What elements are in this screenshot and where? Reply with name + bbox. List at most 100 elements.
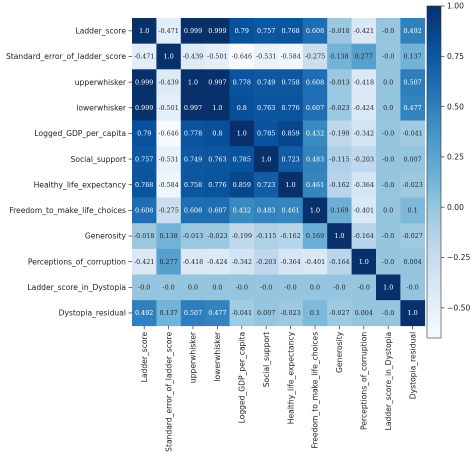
heatmap-cell-5-9 — [351, 146, 377, 173]
cell-value-label: 1.0 — [334, 232, 344, 240]
cell-value-label: -0.342 — [232, 258, 252, 266]
heatmap-cell-11-9 — [351, 300, 377, 327]
heatmap-cell-8-7 — [302, 223, 328, 250]
column-label-generosity: Generosity — [335, 331, 344, 373]
cell-value-label: 0.999 — [184, 27, 202, 35]
cell-value-label: 0.483 — [306, 155, 324, 163]
cell-value-label: 0.277 — [159, 258, 177, 266]
heatmap-cell-5-1 — [156, 146, 182, 173]
cell-value-label: 0.785 — [257, 130, 275, 138]
heatmap-cell-4-0 — [132, 120, 157, 147]
cell-value-label: 0.768 — [135, 181, 153, 189]
heatmap-cell-2-3 — [205, 69, 230, 96]
heatmap-cell-2-5 — [254, 69, 279, 96]
cell-value-label: 0.763 — [257, 104, 275, 112]
heatmap-cell-1-5 — [254, 43, 279, 70]
heatmap-cell-4-5 — [254, 120, 279, 147]
cell-value-label: 0.763 — [208, 155, 226, 163]
row-label-perceptions-of-corruption: Perceptions_of_corruption — [28, 257, 126, 266]
heatmap-cell-0-4 — [229, 18, 255, 44]
heatmap-cell-8-5 — [254, 223, 279, 250]
heatmap-cell-11-2 — [180, 300, 206, 327]
colorbar-tick-label: 0.50 — [447, 102, 464, 111]
cell-value-label: -0.0 — [333, 284, 345, 292]
cell-value-label: 0.607 — [306, 104, 324, 112]
heatmap-cell-11-0 — [132, 300, 157, 327]
cell-value-label: -0.584 — [280, 53, 300, 61]
heatmap-cell-1-0 — [132, 43, 157, 70]
heatmap-cell-3-2 — [180, 94, 206, 121]
heatmap-cell-6-11 — [400, 171, 426, 198]
heatmap-cell-2-2 — [180, 69, 206, 96]
heatmap-cell-1-3 — [205, 43, 230, 70]
cell-value-label: -0.646 — [232, 53, 252, 61]
heatmap-cell-11-11 — [400, 300, 426, 327]
cell-value-label: 0.997 — [184, 104, 202, 112]
cell-value-label: 1.0 — [310, 207, 320, 215]
heatmap-cell-11-5 — [254, 300, 279, 327]
cell-value-label: -0.115 — [256, 232, 276, 240]
heatmap-cell-2-11 — [400, 69, 426, 96]
heatmap-cell-8-11 — [400, 223, 426, 250]
heatmap-cell-3-6 — [278, 94, 304, 121]
cell-value-label: 0.768 — [281, 27, 299, 35]
heatmap-cell-7-7 — [302, 197, 328, 224]
heatmap-cell-5-5 — [254, 146, 279, 173]
heatmap-cell-3-8 — [327, 94, 352, 121]
heatmap-cell-0-2 — [180, 18, 206, 44]
cell-value-label: 0.608 — [306, 27, 324, 35]
cell-value-label: -0.364 — [280, 258, 300, 266]
cell-value-label: -0.164 — [354, 232, 374, 240]
heatmap-cell-4-7 — [302, 120, 328, 147]
heatmap-cell-7-11 — [400, 197, 426, 224]
heatmap-cell-2-9 — [351, 69, 377, 96]
cell-value-label: 0.0 — [383, 104, 393, 112]
row-label-freedom-to-make-life-choices: Freedom_to_make_life_choices — [9, 206, 126, 215]
cell-value-label: -0.203 — [354, 155, 374, 163]
cell-value-label: 0.1 — [310, 309, 320, 317]
heatmap-cell-5-4 — [229, 146, 255, 173]
cell-value-label: -0.424 — [207, 258, 227, 266]
cell-value-label: -0.424 — [354, 104, 374, 112]
heatmap-cell-2-4 — [229, 69, 255, 96]
colorbar-tick-label: 0.25 — [447, 153, 464, 162]
heatmap-cell-3-3 — [205, 94, 230, 121]
row-label-logged-gdp-per-capita: Logged_GDP_per_capita — [34, 129, 126, 138]
heatmap-cell-2-6 — [278, 69, 304, 96]
heatmap-cell-3-9 — [351, 94, 377, 121]
colorbar-gradient — [426, 5, 442, 339]
heatmap-cell-10-4 — [229, 274, 255, 301]
heatmap-cell-11-3 — [205, 300, 230, 327]
cell-value-label: 0.507 — [184, 309, 202, 317]
cell-value-label: -0.364 — [354, 181, 374, 189]
cell-value-label: -0.439 — [158, 78, 178, 86]
cell-value-label: -0.013 — [183, 232, 203, 240]
heatmap-cell-1-1 — [156, 43, 182, 70]
heatmap-cell-5-10 — [376, 146, 401, 173]
heatmap-row-labels: Ladder_score Standard_error_of_ladder_sco… — [6, 27, 132, 318]
heatmap-cell-7-8 — [327, 197, 352, 224]
column-label-social-support: Social_support — [262, 332, 271, 387]
heatmap-cell-values: 1.0 -0.471 0.999 0.999 0.79 0.757 0.768 0.608 -0… — [134, 27, 423, 317]
cell-value-label: 0.608 — [184, 207, 202, 215]
heatmap-cell-9-1 — [156, 248, 182, 275]
heatmap-cell-7-1 — [156, 197, 182, 224]
cell-value-label: -0.023 — [280, 309, 300, 317]
heatmap-cell-1-8 — [327, 43, 352, 70]
heatmap-cell-0-3 — [205, 18, 230, 44]
column-label-standard-error-of-ladder-score: Standard_error_of_ladder_score — [164, 331, 173, 451]
cell-value-label: -0.018 — [329, 27, 349, 35]
cell-value-label: 0.999 — [208, 27, 226, 35]
cell-value-label: 0.607 — [208, 207, 226, 215]
cell-value-label: 0.79 — [235, 27, 249, 35]
heatmap-cell-8-0 — [132, 223, 157, 250]
column-label-perceptions-of-corruption: Perceptions_of_corruption — [360, 332, 369, 430]
heatmap-column-labels: Ladder_score Standard_error_of_ladder_sco… — [140, 325, 417, 452]
heatmap-cell-0-5 — [254, 18, 279, 44]
heatmap-cell-4-3 — [205, 120, 230, 147]
cell-value-label: -0.401 — [354, 207, 374, 215]
heatmap-cell-11-7 — [302, 300, 328, 327]
cell-value-label: 0.749 — [184, 155, 202, 163]
cell-value-label: 0.999 — [135, 104, 153, 112]
